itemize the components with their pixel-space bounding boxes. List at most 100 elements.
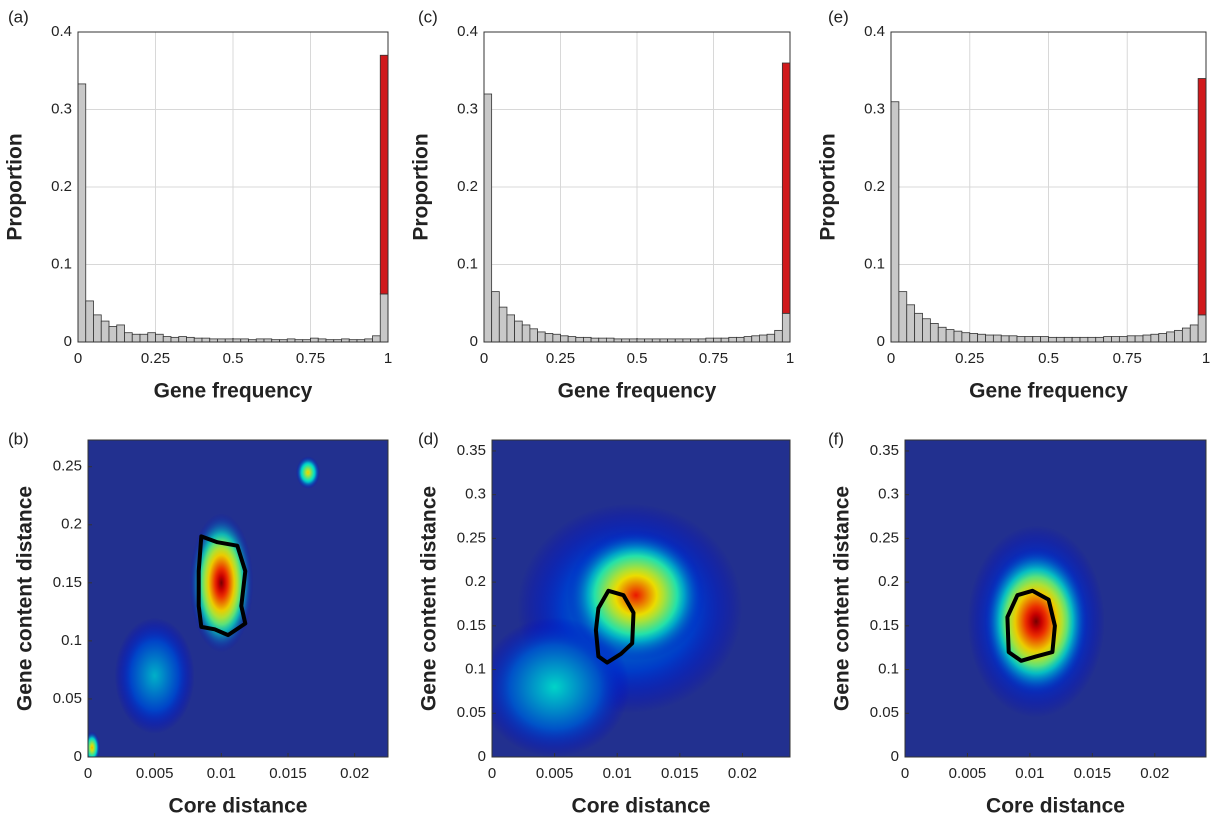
histogram-bar	[1040, 336, 1049, 343]
y-tick-label: 0.05	[870, 704, 899, 721]
histogram-bar	[759, 334, 768, 343]
y-tick-label: 0.2	[457, 178, 478, 195]
heatmap	[967, 525, 1105, 718]
y-tick-label: 0	[891, 748, 899, 765]
histogram-bar	[147, 332, 156, 343]
x-tick-label: 0.02	[1140, 765, 1169, 782]
histogram-bar	[1134, 335, 1144, 343]
histogram-bar	[781, 62, 791, 314]
panel: (c) 0 0.1 0.2 0.3 0.4 0 0.25 0.5 0.75 1 Gene freque…	[410, 7, 795, 402]
histogram-bar	[186, 336, 195, 343]
y-tick-label: 0.1	[61, 632, 82, 649]
x-tick-label: 0	[887, 350, 895, 367]
x-tick-label: 0.5	[627, 350, 648, 367]
histogram-bar	[606, 337, 615, 343]
y-tick-label: 0	[64, 333, 72, 350]
histogram-bar	[124, 332, 133, 343]
panel-label: (c)	[418, 7, 438, 26]
histogram-bar	[1150, 333, 1160, 343]
histogram-bar	[379, 293, 389, 343]
y-tick-label: 0.4	[864, 23, 885, 40]
histogram-bar	[575, 336, 584, 343]
y-tick-label: 0.15	[457, 617, 486, 634]
plot-frame	[87, 439, 389, 758]
histogram-bar	[379, 54, 389, 295]
histogram-bar	[1071, 336, 1081, 343]
histogram-bar	[1095, 336, 1105, 343]
histogram-bar	[1197, 78, 1207, 316]
histogram-bar	[1126, 335, 1136, 343]
x-tick-label: 0.005	[949, 765, 987, 782]
histogram-bar	[1008, 335, 1018, 343]
histogram-bar	[977, 333, 986, 343]
histogram-bar	[544, 333, 554, 343]
histogram-bar	[1166, 331, 1175, 343]
x-axis-label: Gene frequency	[154, 380, 313, 403]
y-axis-label: Proportion	[410, 133, 433, 240]
y-tick-label: 0.3	[465, 486, 486, 503]
y-tick-label: 0.25	[53, 458, 82, 475]
histogram-bar	[77, 83, 87, 343]
y-tick-label: 0	[74, 748, 82, 765]
x-tick-label: 0	[74, 350, 82, 367]
x-tick-label: 0.02	[728, 765, 757, 782]
x-tick-label: 0.005	[536, 765, 574, 782]
y-tick-label: 0.4	[457, 23, 478, 40]
histogram-bar	[992, 334, 1002, 343]
x-tick-label: 0.02	[340, 765, 369, 782]
histogram-bar	[1118, 336, 1128, 343]
histogram-bar	[590, 337, 600, 343]
x-tick-label: 0.015	[661, 765, 699, 782]
y-tick-label: 0.1	[878, 661, 899, 678]
histogram-bar	[728, 336, 737, 343]
y-tick-label: 0.4	[51, 23, 72, 40]
x-tick-label: 0.015	[269, 765, 307, 782]
histogram-bar	[310, 337, 319, 343]
y-tick-label: 0.1	[51, 255, 72, 272]
y-tick-label: 0.1	[457, 255, 478, 272]
histogram-bar	[1016, 336, 1026, 343]
y-tick-label: 0.1	[465, 661, 486, 678]
y-tick-label: 0.35	[457, 442, 486, 459]
histogram-bar	[1197, 314, 1207, 343]
x-tick-label: 0.75	[296, 350, 325, 367]
panel-label: (a)	[8, 7, 29, 26]
histogram-bar	[1142, 334, 1152, 343]
histogram-bar	[1158, 333, 1168, 343]
x-tick-label: 0.25	[955, 350, 984, 367]
histogram-bar	[774, 329, 783, 343]
histogram-bar	[890, 101, 900, 343]
histogram-bar	[552, 333, 561, 343]
histogram-bar	[1032, 336, 1042, 343]
x-tick-label: 0.25	[141, 350, 170, 367]
histogram-bar	[705, 337, 714, 343]
x-axis-label: Gene frequency	[558, 380, 717, 403]
histogram-bar	[736, 336, 745, 343]
histogram-bar	[100, 320, 110, 343]
histogram-bar	[969, 333, 979, 343]
x-axis-label: Core distance	[169, 795, 308, 818]
panel-label: (b)	[8, 429, 29, 448]
y-tick-label: 0.2	[878, 573, 899, 590]
histogram-bar	[766, 333, 776, 343]
histogram-bar	[781, 312, 791, 343]
y-tick-label: 0.1	[864, 255, 885, 272]
density-peak	[492, 617, 630, 757]
histogram-bar	[108, 326, 118, 343]
histogram-bar	[961, 332, 971, 343]
histogram-bar	[1103, 336, 1112, 343]
histogram-bar	[178, 336, 187, 343]
y-tick-label: 0.25	[457, 529, 486, 546]
x-tick-label: 0	[480, 350, 488, 367]
histogram-bar	[498, 306, 508, 343]
histogram-bar	[1048, 336, 1057, 343]
histogram-bar	[162, 336, 172, 343]
panel-label: (f)	[828, 429, 844, 448]
histogram-bar	[116, 324, 125, 343]
histogram-bar	[1063, 336, 1073, 343]
histogram-bar	[1111, 336, 1120, 343]
heatmap	[88, 456, 320, 757]
histogram-bar	[1024, 336, 1034, 343]
plot-frame	[483, 31, 791, 343]
y-tick-label: 0.3	[864, 100, 885, 117]
